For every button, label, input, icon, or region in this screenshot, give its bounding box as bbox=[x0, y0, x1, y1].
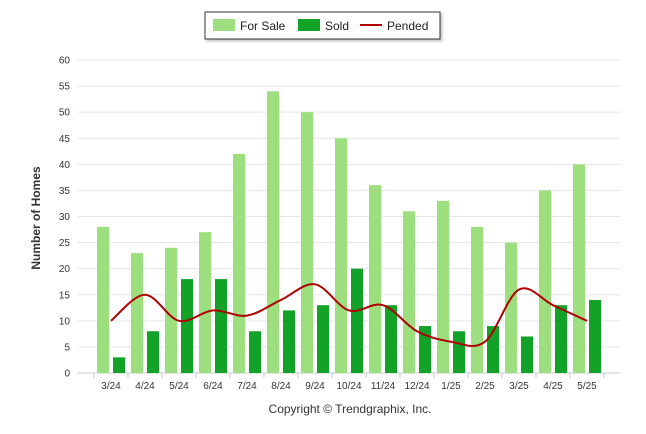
bar-sold bbox=[521, 336, 533, 373]
pended-line bbox=[110, 283, 588, 347]
bar-sold bbox=[453, 331, 465, 373]
bar-for-sale bbox=[165, 247, 177, 373]
bar-for-sale bbox=[573, 164, 585, 373]
y-tick-label: 60 bbox=[59, 56, 71, 67]
y-tick-label: 35 bbox=[59, 186, 71, 197]
bar-for-sale bbox=[301, 112, 313, 374]
x-tick-label: 7/24 bbox=[237, 381, 257, 392]
legend-swatch-for-sale bbox=[213, 19, 235, 31]
bar-sold bbox=[147, 331, 159, 373]
bar-sold bbox=[589, 299, 601, 373]
bar-for-sale bbox=[199, 232, 211, 373]
y-tick-label: 15 bbox=[59, 290, 71, 301]
y-tick-label: 50 bbox=[59, 108, 71, 119]
bar-sold bbox=[215, 279, 227, 373]
bar-sold bbox=[419, 326, 431, 373]
x-tick-label: 4/25 bbox=[543, 381, 563, 392]
x-tick-label: 1/25 bbox=[441, 381, 461, 392]
y-tick-label: 40 bbox=[59, 160, 71, 171]
y-tick-label: 45 bbox=[59, 134, 71, 145]
bar-sold bbox=[385, 305, 397, 373]
y-tick-label: 5 bbox=[64, 342, 70, 353]
x-tick-label: 6/24 bbox=[203, 381, 223, 392]
legend-label-sold: Sold bbox=[325, 19, 349, 33]
bar-for-sale bbox=[233, 153, 245, 373]
x-tick-label: 4/24 bbox=[135, 381, 155, 392]
y-tick-label: 55 bbox=[59, 82, 71, 93]
y-tick-label: 0 bbox=[64, 369, 70, 380]
bar-for-sale bbox=[403, 211, 415, 373]
x-axis-ticks: 3/24 4/24 5/24 6/24 7/24 8/24 9/24 10/24 11/24 12… bbox=[93, 373, 605, 392]
bar-sold bbox=[283, 310, 295, 373]
bar-sold bbox=[351, 268, 363, 373]
x-tick-label: 5/24 bbox=[169, 381, 189, 392]
pended-line-layer bbox=[110, 283, 588, 347]
bar-sold bbox=[181, 279, 193, 373]
y-axis-title: Number of Homes bbox=[29, 166, 43, 270]
x-tick-label: 12/24 bbox=[404, 381, 429, 392]
bar-for-sale bbox=[437, 200, 449, 373]
y-tick-label: 20 bbox=[59, 264, 71, 275]
legend-box bbox=[204, 11, 441, 40]
bar-for-sale bbox=[267, 91, 279, 374]
x-tick-label: 2/25 bbox=[475, 381, 495, 392]
bar-sold bbox=[487, 326, 499, 373]
x-tick-label: 9/24 bbox=[305, 381, 325, 392]
bar-sold bbox=[317, 305, 329, 373]
x-tick-label: 5/25 bbox=[577, 381, 597, 392]
bar-for-sale bbox=[335, 138, 347, 373]
bar-sold bbox=[249, 331, 261, 373]
bar-for-sale bbox=[369, 185, 381, 373]
y-tick-label: 10 bbox=[59, 316, 71, 327]
legend: For Sale Sold Pended bbox=[204, 11, 441, 40]
bar-sold bbox=[113, 357, 125, 373]
gridlines bbox=[78, 59, 620, 374]
y-tick-label: 25 bbox=[59, 238, 71, 249]
bars bbox=[97, 91, 601, 374]
legend-swatch-sold bbox=[298, 19, 320, 31]
x-tick-label: 10/24 bbox=[336, 381, 361, 392]
x-tick-label: 3/24 bbox=[101, 381, 121, 392]
legend-label-for-sale: For Sale bbox=[240, 19, 286, 33]
bar-for-sale bbox=[131, 253, 143, 373]
bar-for-sale bbox=[539, 190, 551, 373]
bar-sold bbox=[555, 305, 567, 373]
y-axis-ticks: 0 5 10 15 20 25 30 35 40 45 50 55 60 bbox=[59, 56, 71, 380]
x-tick-label: 11/24 bbox=[371, 381, 396, 392]
bar-for-sale bbox=[97, 226, 109, 373]
bar-for-sale bbox=[505, 242, 517, 373]
copyright-credit: Copyright © Trendgraphix, Inc. bbox=[269, 402, 432, 416]
x-tick-label: 3/25 bbox=[509, 381, 529, 392]
bar-for-sale bbox=[471, 226, 483, 373]
y-tick-label: 30 bbox=[59, 212, 71, 223]
x-tick-label: 8/24 bbox=[271, 381, 291, 392]
legend-label-pended: Pended bbox=[387, 19, 428, 33]
